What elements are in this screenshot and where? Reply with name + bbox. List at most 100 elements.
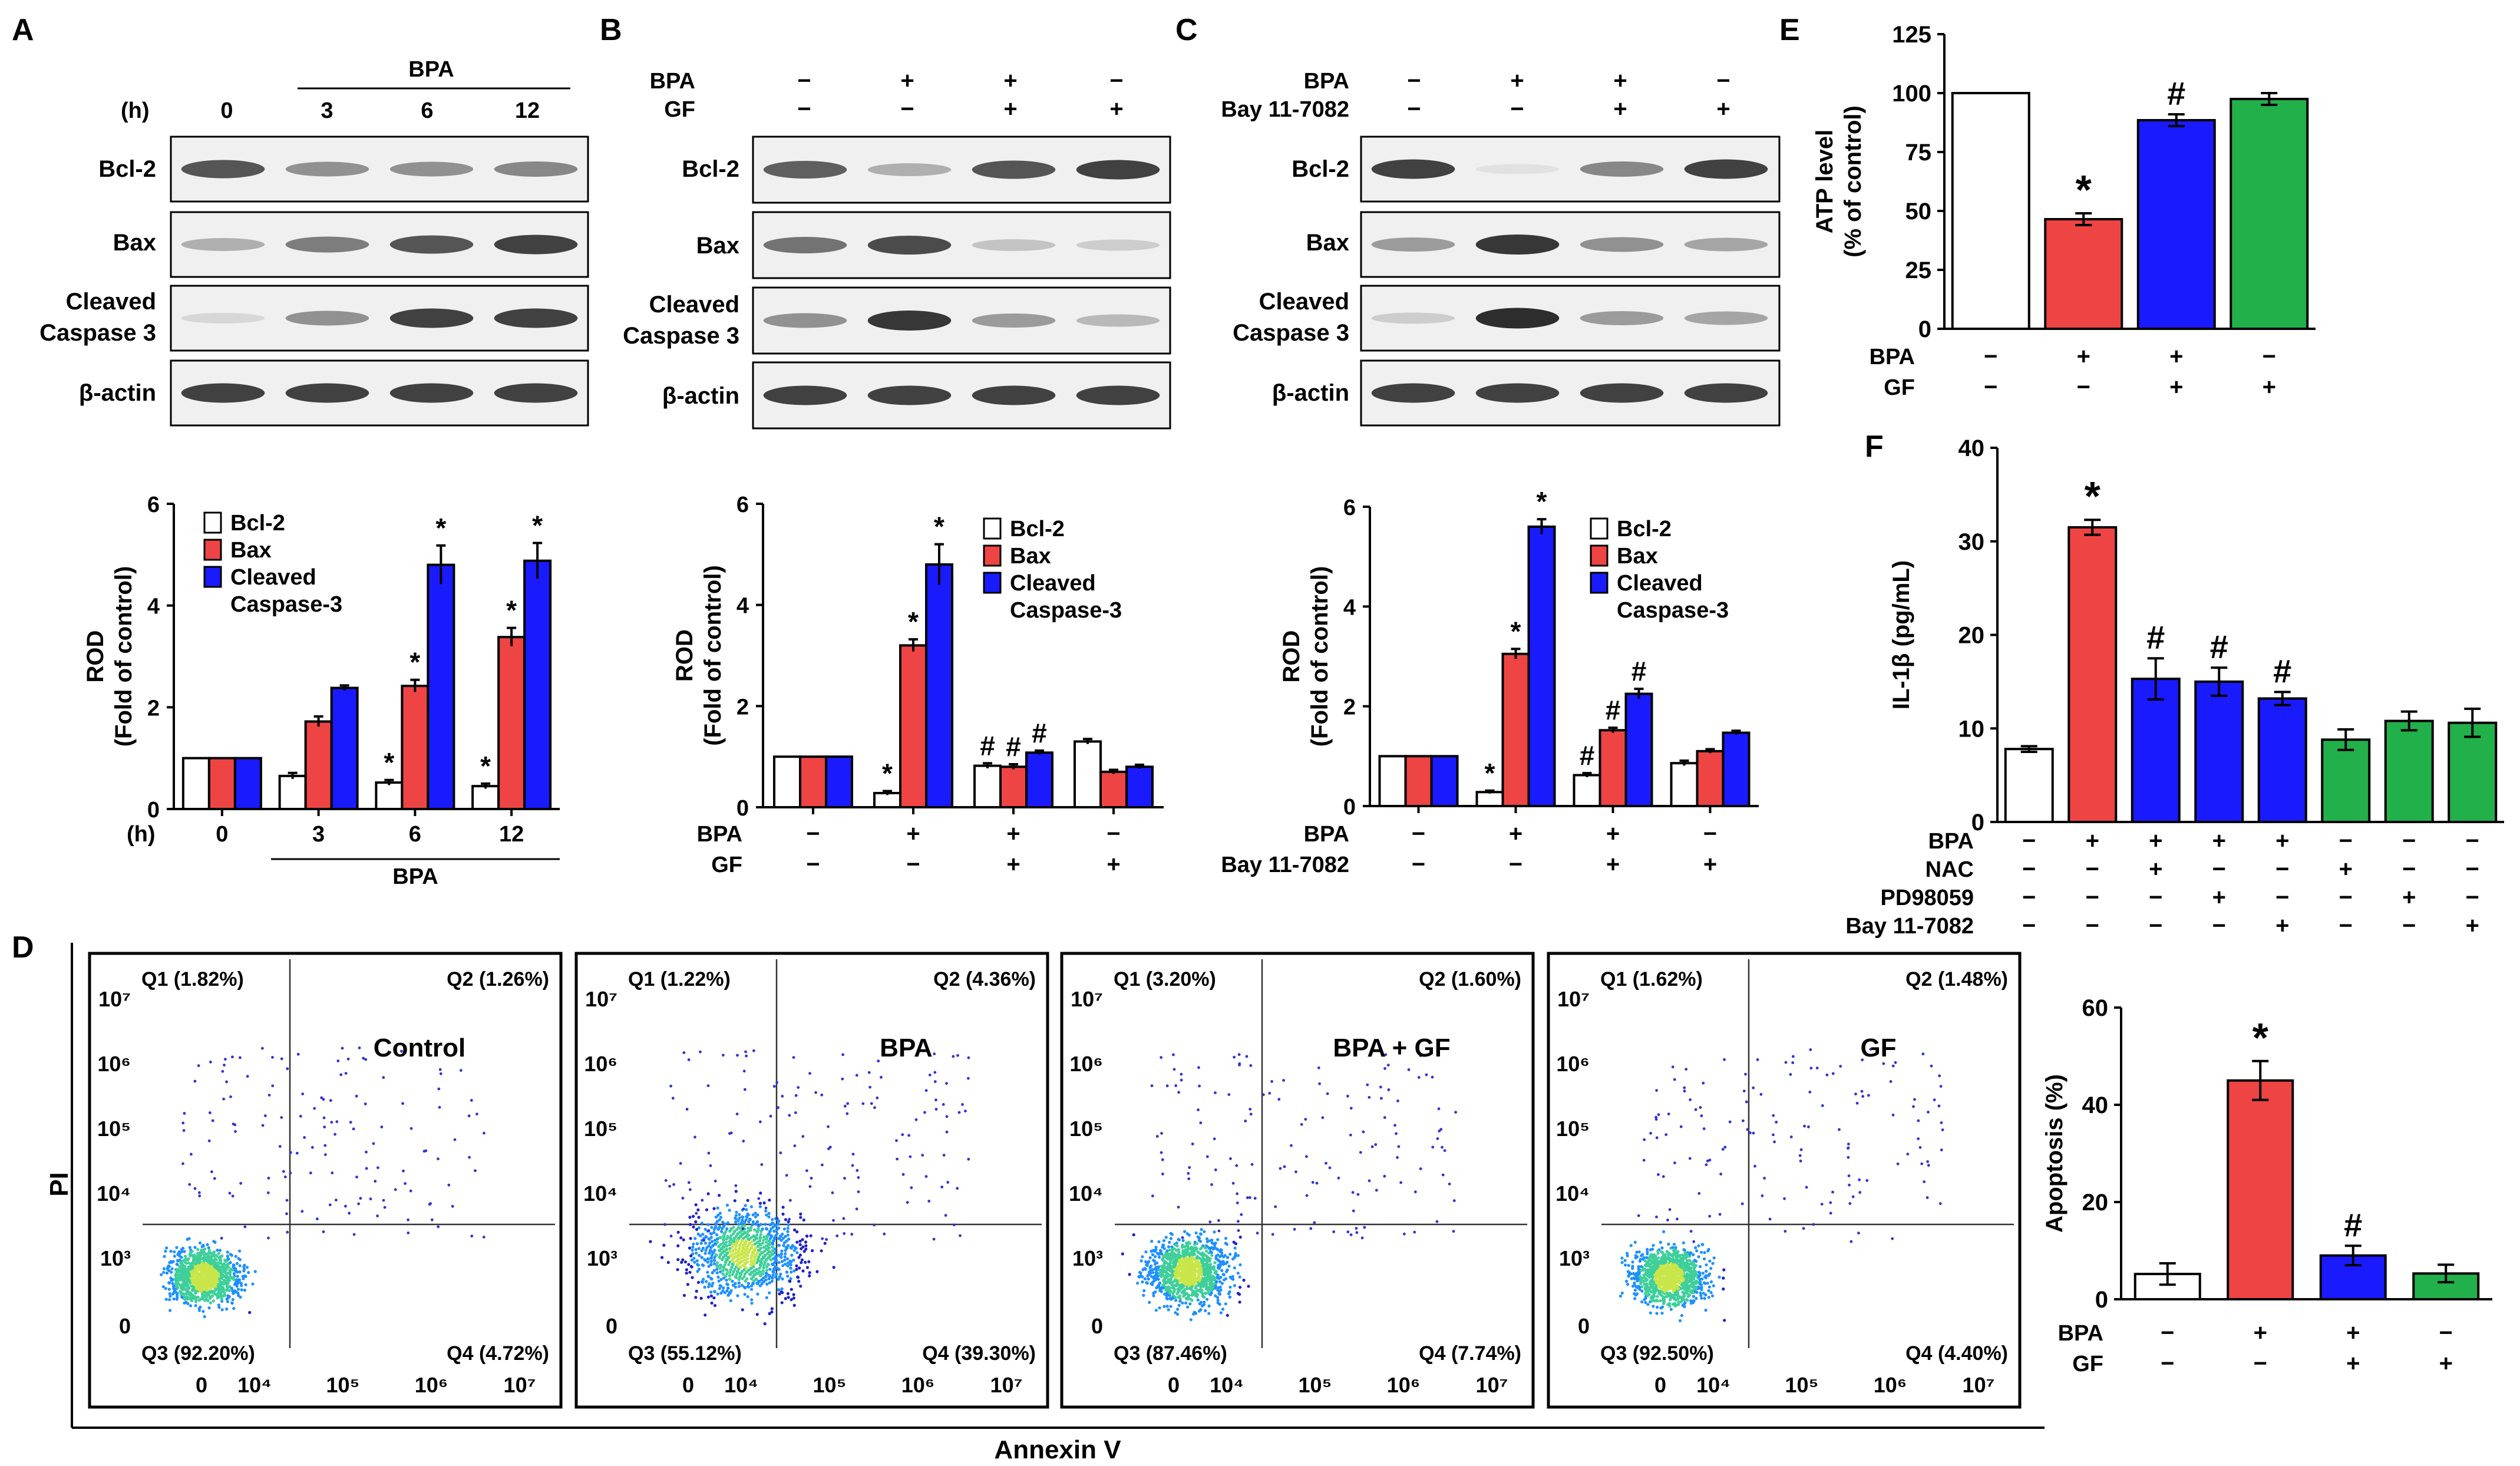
flow-event-dot (214, 1258, 218, 1262)
condition-sign: + (1107, 851, 1120, 877)
flow-event-dot (193, 1246, 197, 1249)
flow-event-dot (768, 1223, 772, 1227)
flow-event-dot (233, 1289, 237, 1293)
flow-event-dot (699, 1242, 703, 1245)
flow-event-dot (731, 1279, 734, 1283)
flow-event-dot (1210, 1283, 1214, 1287)
flow-event-dot (795, 1251, 799, 1254)
flow-event-dot (666, 1260, 670, 1264)
bar (207, 757, 236, 810)
blot-band (494, 235, 578, 255)
flow-event-dot (1217, 1267, 1221, 1270)
flow-event-dot (1171, 1286, 1175, 1290)
y-tick-label: 0 (147, 798, 160, 823)
flow-event-dot (808, 1185, 812, 1188)
flow-event-dot (216, 1271, 219, 1275)
significance-mark: # (2210, 628, 2228, 665)
flow-event-dot (749, 1205, 753, 1209)
quadrant-label-q1: Q1 (1.82%) (141, 968, 244, 990)
flow-event-dot (1682, 1241, 1685, 1244)
flow-event-dot (768, 1198, 771, 1202)
flow-event-dot (792, 1303, 796, 1307)
flow-event-dot (336, 1059, 340, 1062)
flow-event-dot (218, 1249, 222, 1252)
flow-event-dot (1395, 1132, 1398, 1135)
flow-event-dot (200, 1249, 203, 1252)
flow-event-dot (744, 1218, 748, 1221)
flow-event-dot (718, 1249, 722, 1253)
flow-event-dot (181, 1121, 185, 1125)
flow-event-dot (967, 1056, 970, 1059)
flow-event-dot (170, 1270, 173, 1274)
flow-event-dot (1168, 1240, 1171, 1244)
flow-event-dot (1157, 1277, 1160, 1281)
flow-event-dot (248, 1310, 252, 1315)
flow-event-dot (199, 1277, 203, 1280)
flow-event-dot (322, 1116, 326, 1120)
condition-sign: − (2022, 856, 2036, 882)
flow-event-dot (183, 1297, 187, 1301)
flow-event-dot (705, 1208, 709, 1211)
flow-event-dot (956, 1054, 959, 1057)
flow-event-dot (1675, 1303, 1679, 1307)
flow-event-dot (226, 1250, 229, 1254)
flow-event-dot (1277, 1098, 1281, 1101)
flow-event-dot (1204, 1309, 1207, 1312)
flow-event-dot (1321, 1116, 1325, 1120)
flow-event-dot (717, 1245, 721, 1249)
flow-event-dot (710, 1226, 714, 1229)
condition-label: NAC (1925, 857, 1974, 882)
flow-event-dot (725, 1227, 729, 1231)
flow-event-dot (790, 1260, 793, 1263)
flow-event-dot (788, 1198, 792, 1202)
flow-event-dot (1707, 1289, 1710, 1293)
condition-sign: − (1984, 374, 1997, 400)
flow-event-dot (1652, 1305, 1655, 1308)
flow-event-dot (1387, 1088, 1391, 1091)
flow-event-dot (212, 1289, 216, 1293)
flow-event-dot (234, 1254, 237, 1258)
condition-sign: + (2275, 913, 2289, 939)
flow-event-dot (901, 1133, 904, 1137)
flow-event-dot (694, 1247, 698, 1252)
flow-event-dot (767, 1215, 771, 1219)
flow-event-dot (772, 1085, 776, 1088)
flow-event-dot (1198, 1252, 1201, 1255)
flow-event-dot (1185, 1244, 1188, 1247)
bar (999, 765, 1028, 809)
flow-event-dot (788, 1114, 791, 1117)
flow-event-dot (1154, 1266, 1158, 1269)
significance-mark: * (480, 751, 491, 781)
flow-event-dot (797, 1086, 800, 1089)
flow-event-dot (759, 1236, 762, 1240)
blot-band (1475, 235, 1560, 255)
flow-event-dot (679, 1236, 683, 1240)
flow-event-dot (1640, 1285, 1644, 1289)
flow-event-dot (1226, 1313, 1229, 1317)
flow-event-dot (1678, 1319, 1682, 1322)
legend-label: Caspase-3 (1010, 598, 1122, 623)
flow-event-dot (207, 1260, 211, 1264)
flow-event-dot (376, 1166, 379, 1170)
condition-sign: − (1510, 96, 1524, 122)
flow-plot-title: BPA + GF (1333, 1034, 1450, 1062)
flow-event-dot (1180, 1270, 1184, 1274)
flow-event-dot (204, 1267, 208, 1270)
flow-event-dot (359, 1197, 362, 1200)
flow-event-dot (1224, 1237, 1228, 1240)
flow-event-dot (1208, 1247, 1211, 1250)
flow-event-dot (1620, 1256, 1624, 1260)
quadrant-label-q1: Q1 (3.20%) (1114, 968, 1216, 990)
condition-sign: − (2212, 913, 2226, 939)
flow-event-dot (1620, 1291, 1624, 1295)
condition-sign: + (2149, 856, 2162, 882)
flow-event-dot (1207, 1304, 1211, 1308)
flow-event-dot (219, 1292, 223, 1296)
y-axis-label: (% of control) (1840, 105, 1866, 257)
flow-event-dot (1187, 1266, 1190, 1269)
quadrant-label-q1: Q1 (1.22%) (628, 968, 731, 990)
flow-event-dot (1205, 1280, 1208, 1283)
flow-event-dot (1368, 1096, 1371, 1099)
flow-event-dot (280, 1057, 283, 1061)
flow-event-dot (203, 1315, 206, 1319)
